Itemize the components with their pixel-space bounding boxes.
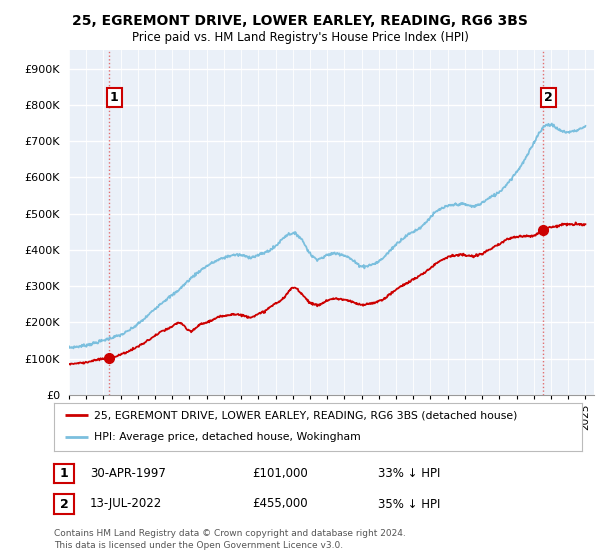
Text: £455,000: £455,000 xyxy=(252,497,308,511)
Text: 13-JUL-2022: 13-JUL-2022 xyxy=(90,497,162,511)
Text: 35% ↓ HPI: 35% ↓ HPI xyxy=(378,497,440,511)
Text: HPI: Average price, detached house, Wokingham: HPI: Average price, detached house, Woki… xyxy=(94,432,361,442)
Text: £101,000: £101,000 xyxy=(252,466,308,480)
Text: 30-APR-1997: 30-APR-1997 xyxy=(90,466,166,480)
Text: 2: 2 xyxy=(59,497,68,511)
Text: 25, EGREMONT DRIVE, LOWER EARLEY, READING, RG6 3BS (detached house): 25, EGREMONT DRIVE, LOWER EARLEY, READIN… xyxy=(94,410,517,420)
Text: Contains HM Land Registry data © Crown copyright and database right 2024.
This d: Contains HM Land Registry data © Crown c… xyxy=(54,529,406,550)
Text: 2: 2 xyxy=(544,91,553,104)
Text: Price paid vs. HM Land Registry's House Price Index (HPI): Price paid vs. HM Land Registry's House … xyxy=(131,31,469,44)
Text: 1: 1 xyxy=(59,466,68,480)
Text: 33% ↓ HPI: 33% ↓ HPI xyxy=(378,466,440,480)
Text: 25, EGREMONT DRIVE, LOWER EARLEY, READING, RG6 3BS: 25, EGREMONT DRIVE, LOWER EARLEY, READIN… xyxy=(72,14,528,28)
Text: 1: 1 xyxy=(110,91,119,104)
